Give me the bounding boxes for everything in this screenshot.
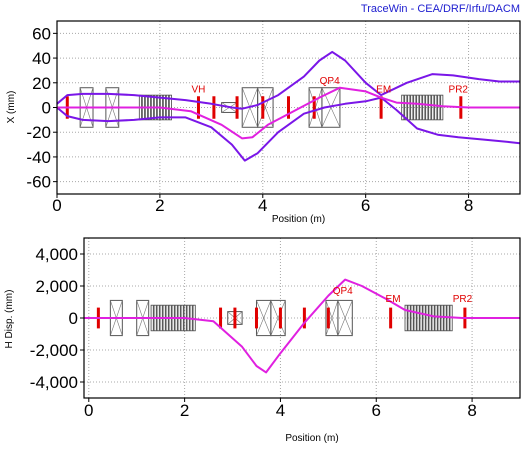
- y-axis-label: H Disp. (mm): [4, 290, 15, 349]
- cavity-cell: [431, 94, 435, 121]
- cavity-cell: [410, 304, 414, 332]
- y-tick-label: -60: [26, 173, 51, 192]
- series-lower-envelope: [56, 96, 521, 162]
- x-axis-label: Position (m): [272, 214, 325, 225]
- cavity-cell: [168, 94, 172, 121]
- y-tick-label: -20: [26, 123, 51, 142]
- element-diag: [270, 300, 286, 336]
- cavity-cell: [440, 94, 444, 121]
- cavity-cell: [434, 94, 438, 121]
- x-tick-label: 2: [180, 401, 189, 420]
- element-box: [337, 299, 353, 337]
- x-tick-label: 8: [467, 401, 476, 420]
- y-tick-label: -4,000: [30, 373, 78, 392]
- cavity-cell: [416, 94, 420, 121]
- cavity-cell: [431, 304, 435, 332]
- element-diag: [256, 300, 272, 336]
- x-tick-label: 4: [276, 401, 285, 420]
- cavity-cell: [413, 304, 417, 332]
- y-tick-label: 0: [42, 99, 51, 118]
- cavity-cell: [437, 304, 441, 332]
- element-label: EM: [376, 85, 391, 96]
- x-tick-label: 8: [464, 196, 473, 215]
- app-title: TraceWin - CEA/DRF/Irfu/DACM: [360, 3, 520, 15]
- y-axis-label: X (mm): [6, 91, 17, 124]
- y-tick-label: -40: [26, 148, 51, 167]
- cavity-cell: [425, 94, 429, 121]
- series-centroid: [57, 86, 520, 140]
- element-diag: [321, 87, 341, 128]
- y-tick-label: 60: [32, 24, 51, 43]
- element-diag: [325, 300, 339, 336]
- cavity-cell: [440, 304, 444, 332]
- cavity-cell: [422, 94, 426, 121]
- y-tick-label: 0: [69, 309, 78, 328]
- element-label: PR2: [453, 294, 473, 305]
- series-dispersion: [84, 278, 520, 374]
- x-tick-label: 2: [155, 196, 164, 215]
- cavity-cell: [419, 94, 423, 121]
- cavity-cell: [428, 94, 432, 121]
- cavity-cell: [416, 304, 420, 332]
- cavity-cell: [401, 94, 405, 121]
- plot-2: QP4 EM PR2 4,000 2,000 0 -2,000 -4,000 0 2 4 6 8 Posi…: [4, 237, 521, 444]
- x-tick-label: 0: [84, 401, 93, 420]
- cavity-cell: [437, 94, 441, 121]
- element-label: PR2: [449, 85, 469, 96]
- cavity-cell: [404, 94, 408, 121]
- element-label: QP4: [333, 286, 353, 297]
- element-box: [270, 299, 286, 337]
- cavity-cell: [407, 304, 411, 332]
- y-tick-label: 2,000: [35, 277, 78, 296]
- cavity-cell: [428, 304, 432, 332]
- y-tick-label: -2,000: [30, 341, 78, 360]
- series-upper-envelope: [56, 50, 520, 110]
- cavity-cell: [410, 94, 414, 121]
- cavity-cell: [422, 304, 426, 332]
- x-tick-label: 4: [258, 196, 267, 215]
- x-tick-label: 6: [361, 196, 370, 215]
- element-label: VH: [192, 85, 206, 96]
- x-tick-label: 6: [372, 401, 381, 420]
- element-label: QP4: [320, 76, 340, 87]
- y-tick-label: 4,000: [35, 245, 78, 264]
- cavity-cell: [404, 304, 408, 332]
- element-diag: [257, 87, 274, 128]
- element-label: EM: [386, 294, 401, 305]
- y-tick-label: 20: [32, 74, 51, 93]
- cavity-cell: [419, 304, 423, 332]
- y-tick-label: 40: [32, 49, 51, 68]
- x-axis-label: Position (m): [285, 433, 338, 444]
- cavity-cell: [434, 304, 438, 332]
- cavity-cell: [413, 94, 417, 121]
- element-diag: [337, 300, 353, 336]
- cavity-cell: [425, 304, 429, 332]
- x-tick-label: 0: [52, 196, 61, 215]
